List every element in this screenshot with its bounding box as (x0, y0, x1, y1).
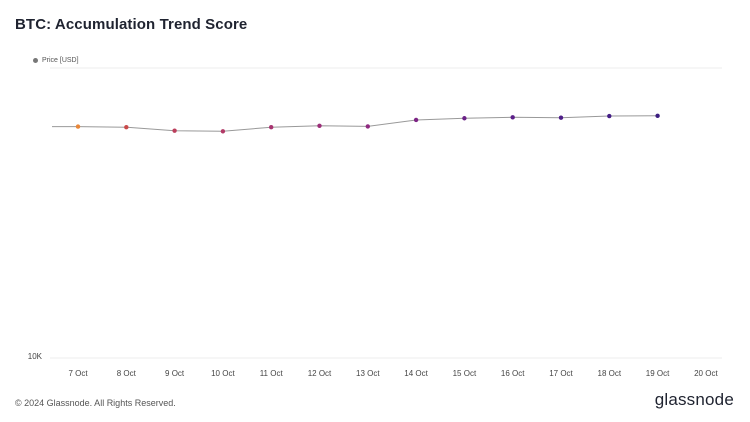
x-tick-label: 18 Oct (598, 369, 622, 378)
data-point[interactable] (558, 115, 564, 120)
legend-swatch-price (33, 58, 38, 63)
data-point[interactable] (655, 113, 660, 119)
x-tick-label: 8 Oct (117, 369, 137, 378)
data-point[interactable] (172, 128, 177, 133)
axis-layer: 7 Oct 8 Oct 9 Oct 10 Oct 11 Oct 12 Oct 13 Oct 1… (28, 352, 719, 378)
data-point[interactable] (607, 113, 612, 119)
data-point[interactable] (413, 117, 419, 123)
data-point[interactable] (220, 129, 226, 134)
data-point[interactable] (365, 124, 370, 129)
x-tick-label: 11 Oct (260, 369, 284, 378)
x-tick-label: 10 Oct (211, 369, 235, 378)
footer-copyright: © 2024 Glassnode. All Rights Reserved. (15, 398, 176, 408)
data-point[interactable] (317, 123, 322, 128)
data-point[interactable] (462, 116, 467, 121)
chart-title: BTC: Accumulation Trend Score (15, 16, 248, 33)
x-tick-label: 16 Oct (501, 369, 525, 378)
data-point[interactable] (510, 115, 515, 120)
x-tick-label: 9 Oct (165, 369, 185, 378)
series-line-price (52, 115, 658, 132)
x-tick-label: 14 Oct (404, 369, 428, 378)
data-point[interactable] (124, 124, 129, 130)
series-layer (52, 113, 660, 134)
x-tick-label: 19 Oct (646, 369, 670, 378)
x-tick-label: 20 Oct (694, 369, 718, 378)
x-tick-label: 17 Oct (549, 369, 573, 378)
data-point[interactable] (269, 124, 274, 130)
y-tick-label: 10K (28, 352, 43, 361)
legend-label-price: Price [USD] (42, 57, 79, 64)
x-tick-label: 13 Oct (356, 369, 380, 378)
grid-layer (50, 67, 722, 359)
legend[interactable]: Price [USD] (33, 57, 79, 64)
brand-logo[interactable]: glassnode (654, 390, 734, 409)
x-tick-label: 12 Oct (308, 369, 332, 378)
x-tick-label: 15 Oct (453, 369, 477, 378)
data-point[interactable] (75, 124, 81, 129)
x-tick-label: 7 Oct (68, 369, 88, 378)
